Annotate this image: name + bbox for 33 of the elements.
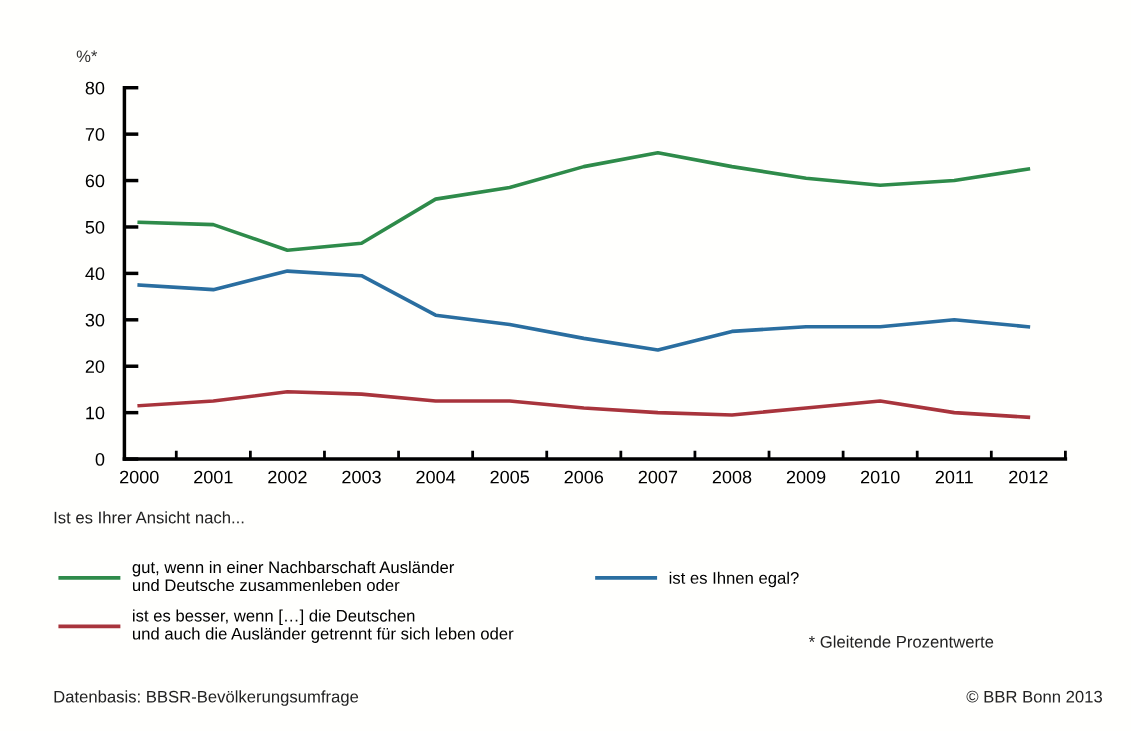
y-tick-label: 60 — [85, 174, 105, 188]
x-tick-label: 2001 — [194, 470, 233, 484]
line-series — [137, 150, 1031, 252]
x-tick-label: 2004 — [416, 470, 456, 484]
x-tick-label: 2002 — [268, 470, 307, 484]
x-tick-label: 2003 — [342, 470, 381, 484]
line-series — [137, 269, 1031, 352]
text: © BBR Bonn 2013 — [966, 690, 1102, 703]
y-tick-label: 10 — [86, 406, 105, 420]
y-tick-label: 50 — [85, 220, 105, 234]
y-axis-title: %* — [76, 50, 98, 63]
y-tick-label: 30 — [85, 313, 105, 327]
x-tick-label: 2005 — [490, 470, 530, 484]
x-tick-label: 2006 — [564, 470, 604, 484]
x-tick-label: 2007 — [638, 470, 678, 484]
y-tick-label: 80 — [85, 81, 105, 95]
text: * Gleitende Prozentwerte — [808, 635, 994, 648]
legend-label: ist es Ihnen egal? — [669, 571, 799, 588]
line-series — [137, 389, 1031, 420]
y-tick-label: 70 — [85, 128, 105, 141]
x-tick-label: 2010 — [860, 470, 900, 484]
x-tick-label: 2000 — [120, 470, 159, 484]
y-tick-label: 0 — [95, 453, 105, 466]
y-tick-label: 40 — [85, 267, 105, 281]
legend-title: Ist es Ihrer Ansicht nach... — [54, 511, 244, 524]
y-tick-label: 20 — [85, 360, 105, 373]
x-tick-label: 2008 — [712, 470, 752, 484]
x-tick-label: 2009 — [786, 470, 826, 484]
text: Datenbasis: BBSR-Bevölkerungsumfrage — [54, 690, 359, 706]
x-tick-label: 2011 — [935, 470, 973, 484]
x-tick-label: 2012 — [1009, 470, 1048, 484]
legend-label: ist es besser, wenn […] die Deutschen und auch die Ausländer getrennt für sich leben oder — [132, 609, 514, 643]
legend-label: gut, wenn in einer Nachbarschaft Ausländer und Deutsche zusammenleben oder — [132, 560, 455, 592]
